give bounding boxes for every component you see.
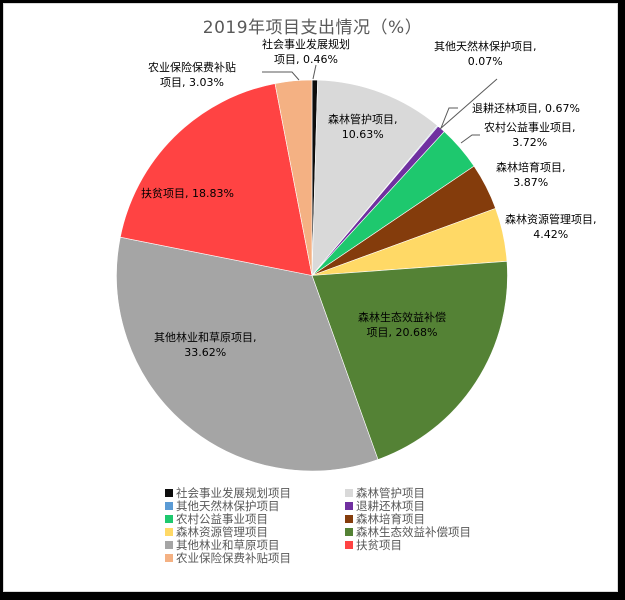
legend-item: 社会事业发展规划项目 xyxy=(165,486,291,500)
legend-swatch xyxy=(345,528,353,536)
pie-slice xyxy=(311,79,438,277)
label-forest-cultivation: 森林培育项目, 3.87% xyxy=(496,161,566,189)
legend-swatch xyxy=(165,489,173,497)
leader-line-rural xyxy=(460,134,480,144)
label-forest-resource: 森林资源管理项目, 4.42% xyxy=(505,213,597,241)
leader-line-social xyxy=(312,64,317,80)
legend-swatch xyxy=(165,554,173,562)
legend-item: 农业保险保费补贴项目 xyxy=(165,551,291,565)
label-forest-management: 森林管护项目, 10.63% xyxy=(328,113,398,141)
pie-slices xyxy=(116,79,508,472)
legend-swatch xyxy=(345,489,353,497)
legend-item: 森林生态效益补偿项目 xyxy=(345,525,471,539)
pie-slice xyxy=(119,83,313,276)
legend-swatch xyxy=(165,515,173,523)
legend-swatch xyxy=(345,502,353,510)
leader-line-natural-forest xyxy=(439,78,498,130)
legend-swatch xyxy=(165,528,173,536)
legend-swatch xyxy=(345,541,353,549)
pie-slice xyxy=(311,260,508,460)
legend-item: 其他林业和草原项目 xyxy=(165,538,280,552)
chart-title: 2019年项目支出情况（%） xyxy=(202,18,423,38)
legend-item: 森林培育项目 xyxy=(345,512,425,526)
label-poverty: 扶贫项目, 18.83% xyxy=(141,187,234,200)
leader-line-insurance xyxy=(262,71,300,81)
legend-swatch xyxy=(165,502,173,510)
legend-item: 森林管护项目 xyxy=(345,486,425,500)
label-rural: 农村公益事业项目, 3.72% xyxy=(484,121,576,149)
legend-item: 森林资源管理项目 xyxy=(165,525,268,539)
label-natural-forest: 其他天然林保护项目, 0.07% xyxy=(434,40,537,68)
legend-item: 扶贫项目 xyxy=(345,538,402,552)
legend-item: 退耕还林项目 xyxy=(345,499,425,513)
leader-lines xyxy=(262,64,498,144)
leader-line-returning-farmland xyxy=(440,107,458,129)
legend-swatch xyxy=(345,515,353,523)
label-other-forestry: 其他林业和草原项目, 33.62% xyxy=(154,331,257,359)
label-ecological: 森林生态效益补偿 项目, 20.68% xyxy=(358,311,446,339)
legend-swatch xyxy=(165,541,173,549)
pie-slice xyxy=(116,236,379,472)
legend-item: 农村公益事业项目 xyxy=(165,512,268,526)
label-returning-farmland: 退耕还林项目, 0.67% xyxy=(472,102,580,115)
legend-item: 其他天然林保护项目 xyxy=(165,499,280,513)
label-insurance: 农业保险保费补贴 项目, 3.03% xyxy=(148,61,236,89)
pie-slice xyxy=(274,79,313,276)
label-social: 社会事业发展规划 项目, 0.46% xyxy=(262,38,350,66)
